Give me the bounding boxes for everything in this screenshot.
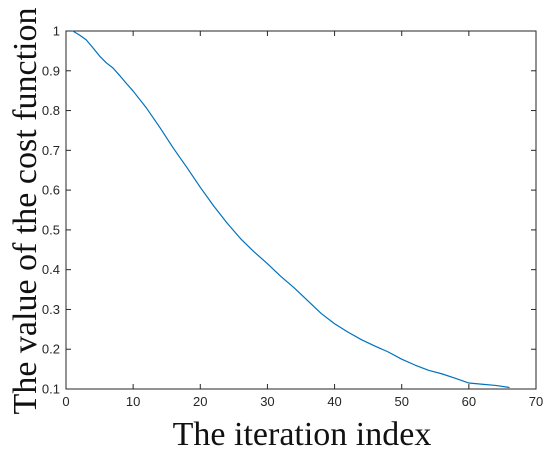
y-tick-label: 0.8: [42, 103, 60, 118]
x-tick-label: 20: [193, 394, 207, 409]
plot-area: [65, 30, 537, 390]
x-axis-ticks: 0 10 20 30 40 50 60 70: [62, 31, 543, 409]
x-tick-label: 70: [529, 394, 543, 409]
y-tick-label: 1: [53, 24, 60, 39]
x-tick-label: 60: [462, 394, 476, 409]
y-tick-label: 0.6: [42, 183, 60, 198]
x-tick-label: 10: [126, 394, 140, 409]
series-layer: [72, 30, 510, 389]
x-tick-label: 40: [327, 394, 341, 409]
series-line: [72, 30, 510, 389]
x-tick-label: 30: [260, 394, 274, 409]
x-tick-label: 0: [62, 394, 69, 409]
y-tick-label: 0.3: [42, 302, 60, 317]
x-tick-label: 50: [394, 394, 408, 409]
plot-box: [65, 30, 537, 390]
y-tick-label: 0.9: [42, 63, 60, 78]
y-tick-label: 0.1: [42, 382, 60, 397]
y-tick-label: 0.7: [42, 143, 60, 158]
y-tick-label: 0.5: [42, 222, 60, 237]
y-axis-ticks: 0.1 0.2 0.3 0.4 0.5 0.6 0.7 0.8 0.9 1: [42, 24, 536, 397]
x-axis-title: The iteration index: [173, 416, 432, 453]
y-axis-title: The value of the cost function: [7, 8, 44, 415]
y-tick-label: 0.4: [42, 262, 60, 277]
y-tick-label: 0.2: [42, 342, 60, 357]
